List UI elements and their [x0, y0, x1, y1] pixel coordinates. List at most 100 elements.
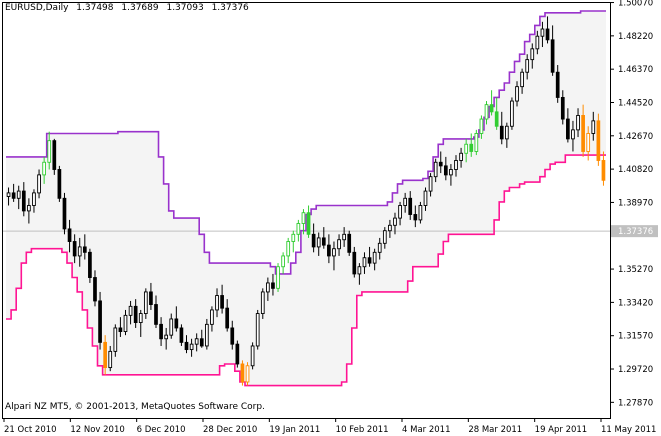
candle: [296, 219, 301, 242]
candle: [138, 309, 143, 337]
candle: [113, 324, 118, 357]
candle: [77, 237, 82, 267]
channel-lines-layer: [6, 10, 606, 387]
candle: [143, 288, 148, 319]
channel-band-fill: [6, 11, 606, 386]
y-tick-label: 1.38970: [618, 198, 653, 208]
candle: [408, 191, 413, 220]
candle: [388, 219, 392, 238]
candle: [215, 288, 219, 318]
candle: [571, 120, 575, 152]
candle: [62, 192, 67, 235]
candle: [555, 65, 560, 103]
candle: [576, 108, 580, 138]
candle: [301, 209, 306, 235]
candle: [311, 223, 316, 253]
y-tick-label: 1.40820: [618, 165, 653, 175]
candle: [230, 320, 235, 350]
candle: [47, 131, 52, 170]
candle: [403, 192, 408, 213]
candle: [504, 122, 509, 148]
candle: [266, 277, 270, 301]
y-tick-label: 1.31570: [618, 332, 653, 342]
y-tick-label: 1.50070: [618, 0, 653, 9]
candle: [494, 97, 499, 130]
x-tick-label: 11 May 2011: [601, 425, 656, 435]
candle: [169, 313, 174, 339]
candle: [276, 263, 280, 292]
candle: [469, 133, 474, 157]
candle: [11, 183, 16, 202]
candle: [149, 282, 153, 310]
candle: [37, 169, 41, 199]
copyright-text: Alpari NZ MT5, © 2001-2013, MetaQuotes S…: [5, 402, 265, 412]
x-tick-label: 4 Mar 2011: [402, 425, 450, 435]
candle: [372, 248, 377, 271]
y-tick-label: 1.48220: [618, 32, 653, 42]
candle: [225, 299, 230, 332]
x-tick-label: 28 Dec 2010: [203, 425, 257, 435]
y-tick-label: 1.33420: [618, 298, 653, 308]
candle: [255, 309, 260, 350]
candle: [240, 360, 245, 386]
ohlc-close: 1.37376: [211, 3, 249, 13]
x-tick-label: 19 Jan 2011: [269, 425, 320, 435]
candle: [204, 318, 209, 350]
candle: [550, 25, 555, 76]
candle: [6, 187, 11, 206]
candle: [464, 138, 469, 163]
candle: [474, 129, 479, 156]
candle: [159, 317, 163, 346]
current-price-tag: [611, 225, 658, 238]
candle: [52, 138, 57, 175]
candle: [235, 340, 240, 368]
candle: [596, 113, 601, 166]
candle: [362, 252, 367, 274]
candle: [586, 126, 591, 161]
y-tick-label: 1.27870: [618, 398, 653, 408]
candle: [154, 295, 158, 328]
candle: [184, 335, 189, 354]
candle: [377, 237, 382, 260]
candle: [123, 309, 128, 336]
candle: [428, 173, 433, 197]
candle: [189, 338, 194, 357]
candle: [133, 299, 138, 328]
candle: [367, 246, 372, 267]
candle: [357, 263, 362, 285]
candle: [128, 300, 133, 325]
time-axis-labels: 21 Oct 2010 12 Nov 2010 6 Dec 2010 28 Dec 2…: [3, 418, 656, 435]
candle: [194, 333, 199, 352]
candle: [591, 111, 596, 141]
x-tick-label: 10 Feb 2011: [336, 425, 389, 435]
candle: [337, 234, 341, 256]
y-tick-label: 1.35270: [618, 265, 653, 275]
candle: [82, 234, 87, 260]
x-tick-label: 19 Apr 2011: [535, 425, 588, 435]
candle: [316, 232, 321, 256]
y-tick-label: 1.44520: [618, 98, 653, 108]
candle: [57, 165, 62, 202]
candle: [250, 342, 255, 370]
candle: [108, 345, 113, 372]
candle: [21, 182, 26, 217]
candle: [601, 151, 606, 186]
x-tick-label: 21 Oct 2010: [4, 425, 57, 435]
candle: [271, 273, 275, 296]
candle: [581, 104, 585, 157]
y-tick-label: 1.46370: [618, 65, 653, 75]
candle: [210, 306, 214, 332]
candle: [443, 156, 448, 181]
candle: [423, 187, 428, 211]
candle: [321, 227, 326, 249]
candle: [260, 288, 265, 319]
current-price-label: 1.37376: [618, 227, 653, 237]
candle: [566, 108, 570, 143]
x-tick-label: 6 Dec 2010: [137, 425, 186, 435]
candle: [342, 227, 346, 247]
candle: [286, 237, 291, 264]
candle: [535, 30, 540, 55]
y-tick-label: 1.29720: [618, 365, 653, 375]
